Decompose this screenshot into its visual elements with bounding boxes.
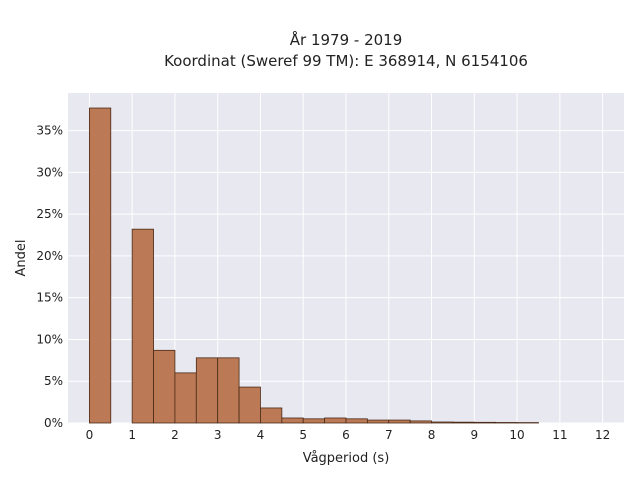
y-tick-labels: 0% 5% 10% 15% 20% 25% 30% 35% (36, 124, 63, 430)
histogram-bar (195, 357, 219, 424)
y-tick-label: 35% (36, 124, 63, 138)
histogram-bar (452, 421, 475, 424)
chart-title-line-1: År 1979 - 2019 (290, 30, 403, 49)
y-tick-label: 20% (36, 249, 63, 263)
histogram-bar (281, 417, 304, 424)
histogram-bar (495, 422, 518, 424)
y-axis-title: Andel (14, 240, 29, 277)
histogram-bar (431, 421, 454, 424)
chart-title-line-2: Koordinat (Sweref 99 TM): E 368914, N 61… (164, 52, 528, 70)
y-tick-label: 30% (36, 165, 63, 179)
x-tick-label: 9 (470, 428, 478, 442)
x-tick-label: 1 (128, 428, 136, 442)
x-tick-label: 6 (342, 428, 350, 442)
x-axis-title: Vågperiod (s) (303, 451, 390, 466)
histogram-bar (409, 420, 432, 424)
histogram-bar (88, 107, 112, 424)
histogram-bar (153, 349, 176, 424)
histogram-bar (366, 419, 390, 424)
x-tick-labels: 0 1 2 3 4 5 6 7 8 9 10 11 12 (86, 428, 611, 442)
x-tick-label: 8 (428, 428, 436, 442)
y-tick-label: 25% (36, 207, 63, 221)
y-tick-label: 10% (36, 332, 63, 346)
x-tick-label: 5 (299, 428, 307, 442)
y-tick-label: 0% (44, 416, 63, 430)
y-tick-label: 5% (44, 374, 63, 388)
y-tick-label: 15% (36, 291, 63, 305)
x-tick-label: 0 (86, 428, 94, 442)
x-tick-label: 11 (552, 428, 567, 442)
histogram-bar (217, 357, 240, 424)
histogram-bar (473, 421, 497, 424)
x-tick-label: 7 (385, 428, 393, 442)
x-tick-label: 12 (595, 428, 610, 442)
histogram-bar (302, 418, 326, 424)
histogram-bar (324, 417, 347, 424)
x-tick-label: 3 (214, 428, 222, 442)
histogram-bar (388, 419, 411, 424)
x-tick-label: 4 (257, 428, 265, 442)
histogram-bar (345, 418, 368, 424)
x-tick-label: 2 (171, 428, 179, 442)
histogram-bar (131, 228, 154, 424)
x-tick-label: 10 (509, 428, 524, 442)
histogram-bar (174, 372, 197, 424)
histogram-bar (260, 407, 283, 424)
histogram-bar (238, 386, 261, 424)
histogram-bars (88, 107, 539, 424)
